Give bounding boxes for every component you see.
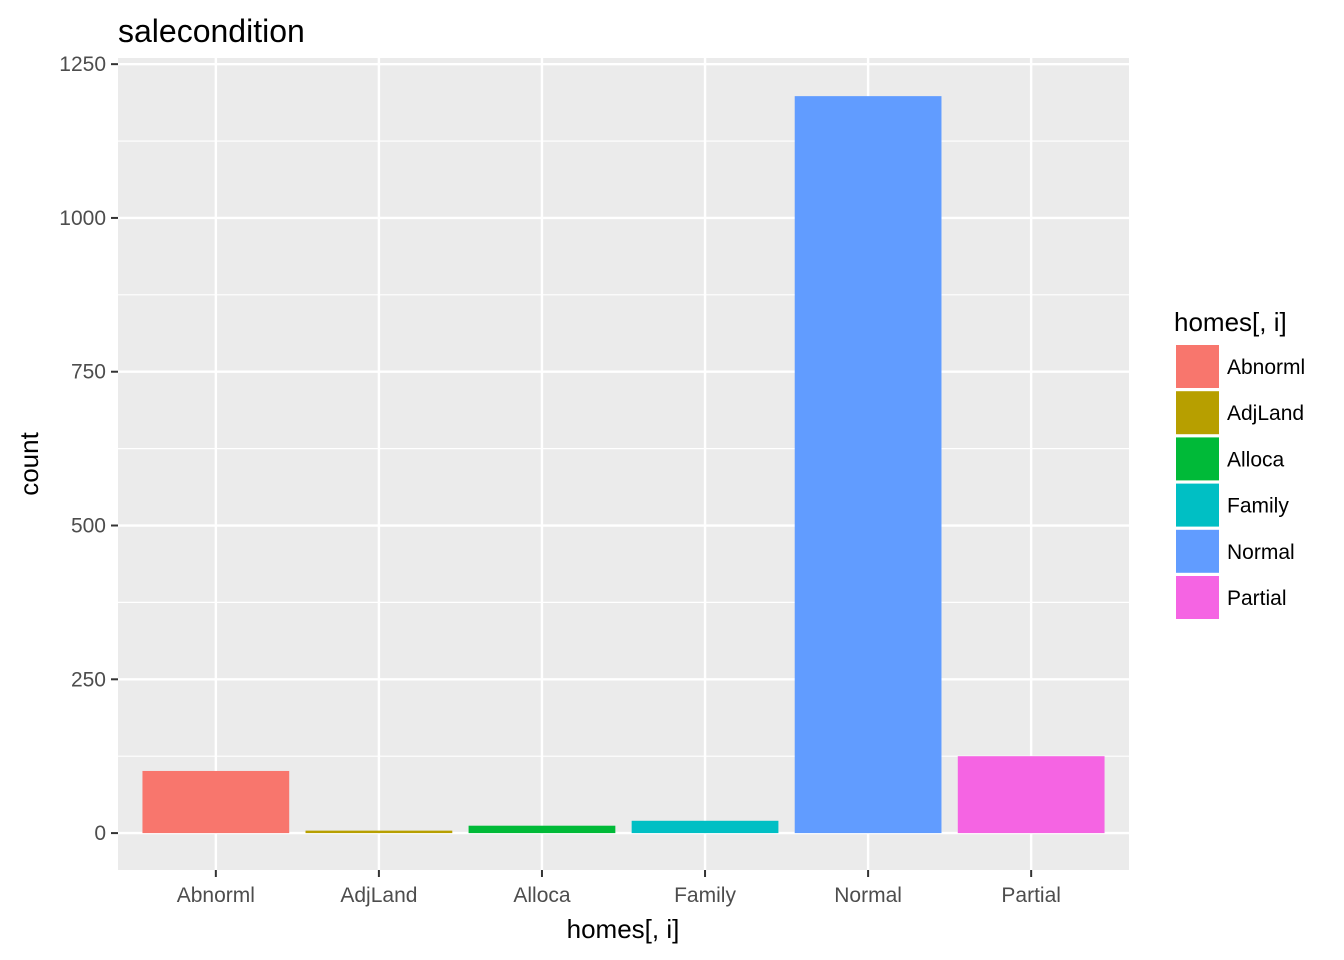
y-axis-title: count <box>14 431 44 495</box>
bar-family <box>631 820 779 834</box>
x-tick-label: Family <box>674 884 736 907</box>
legend-label: Partial <box>1227 587 1287 610</box>
x-tick-label: AdjLand <box>340 884 417 907</box>
y-tick-label: 500 <box>71 515 106 538</box>
legend-label: Alloca <box>1227 448 1285 471</box>
legend-swatch-partial <box>1176 576 1219 619</box>
axes: 0 250 500 750 1000 1250 Abnorml AdjLand Alloca Fa… <box>59 53 1061 907</box>
x-tick-label: Abnorml <box>177 884 255 907</box>
legend-label: AdjLand <box>1227 402 1304 425</box>
legend-swatch-alloca <box>1176 437 1219 481</box>
bar-abnorml <box>142 770 290 834</box>
bars <box>142 96 1105 834</box>
y-tick-label: 750 <box>71 361 106 384</box>
legend-title: homes[, i] <box>1174 307 1287 337</box>
legend-swatch-normal <box>1176 529 1219 573</box>
plot-panel <box>118 58 1129 870</box>
legend-swatch-abnorml <box>1176 345 1219 388</box>
legend-swatch-adjland <box>1176 391 1219 435</box>
legend-swatch-family <box>1176 483 1219 527</box>
y-tick-label: 1000 <box>59 207 106 230</box>
x-tick-label: Alloca <box>513 884 571 907</box>
chart-title: salecondition <box>118 13 305 49</box>
bar-partial <box>957 756 1105 834</box>
x-tick-label: Normal <box>834 884 902 907</box>
y-tick-label: 250 <box>71 668 106 691</box>
legend-label: Abnorml <box>1227 356 1305 379</box>
y-tick-label: 1250 <box>59 53 106 76</box>
bar-normal <box>794 96 942 834</box>
x-tick-label: Partial <box>1001 884 1061 907</box>
bar-alloca <box>468 825 616 834</box>
legend-label: Normal <box>1227 541 1295 564</box>
y-tick-label: 0 <box>94 822 106 845</box>
legend-label: Family <box>1227 495 1289 518</box>
x-axis-title: homes[, i] <box>567 914 680 944</box>
legend: homes[, i] Abnorml AdjLand Alloca Family Nor… <box>1174 307 1305 619</box>
bar-adjland <box>305 830 453 834</box>
